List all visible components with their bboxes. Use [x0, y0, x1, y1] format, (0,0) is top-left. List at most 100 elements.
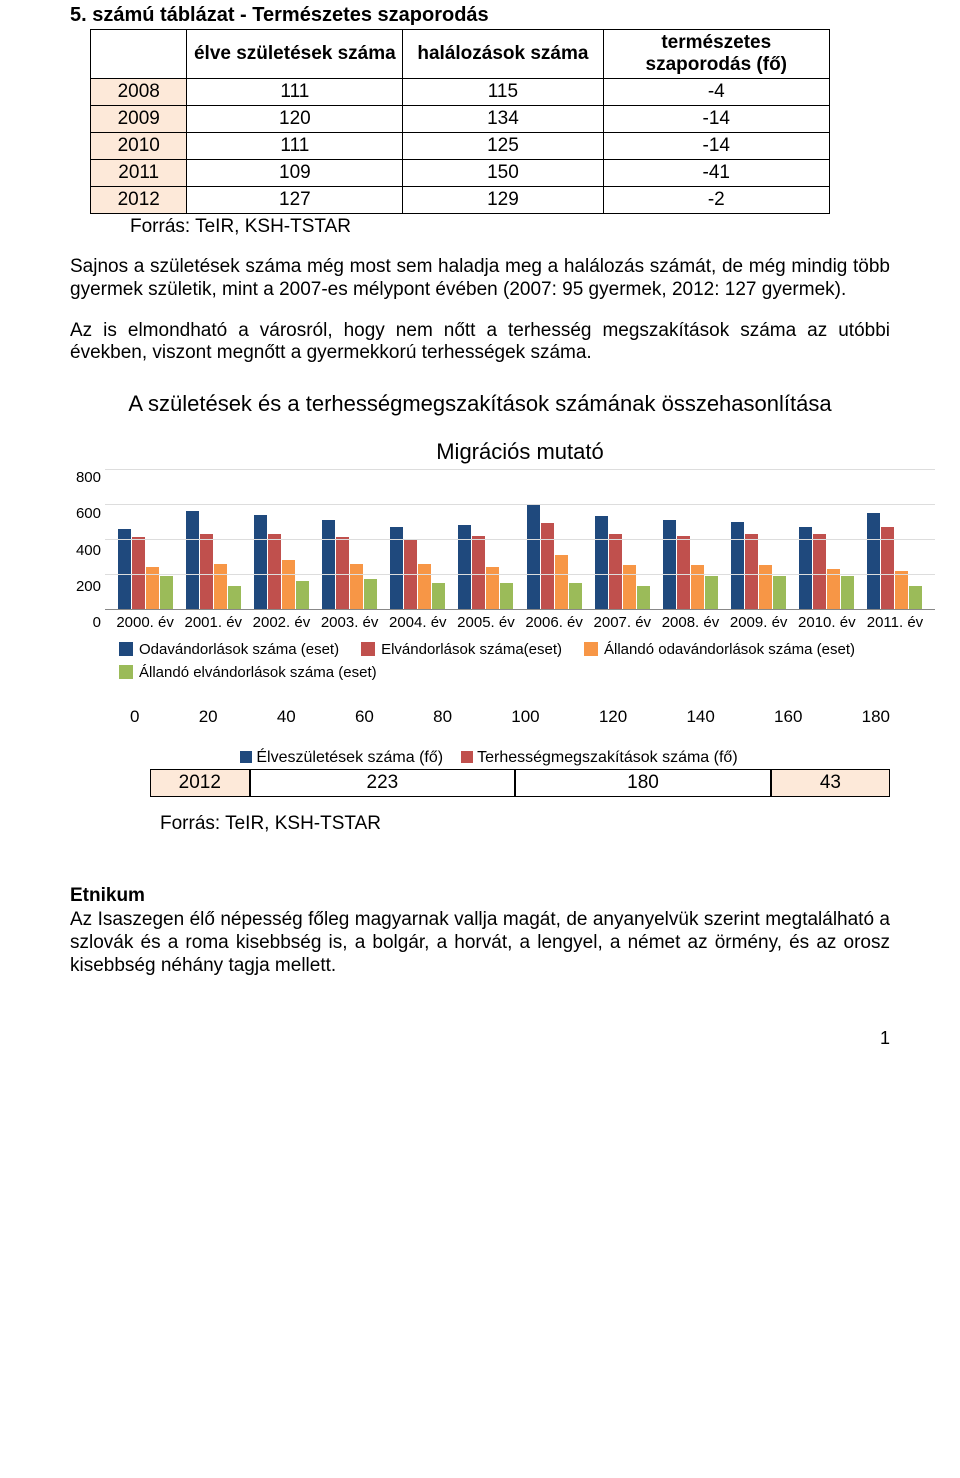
chart-xaxis: 2000. év2001. év2002. év2003. év2004. év… — [105, 610, 935, 631]
bar — [691, 565, 704, 609]
mini-legend-swatch — [240, 751, 252, 763]
legend-item: Odavándorlások száma (eset) — [119, 641, 339, 658]
table1-h3: természetes szaporodás (fő) — [603, 30, 829, 79]
table1-value-cell: 120 — [187, 106, 403, 133]
bar — [500, 583, 513, 609]
mini-legend: Élveszületések száma (fő) Terhességmegsza… — [70, 749, 890, 767]
bar-group — [111, 529, 179, 610]
bar-group — [656, 520, 724, 609]
gridline — [105, 504, 935, 505]
legend-swatch — [584, 642, 598, 656]
section-title: A születések és a terhességmegszakítások… — [70, 391, 890, 417]
bar — [909, 586, 922, 609]
bar-group — [725, 522, 793, 610]
bar — [364, 579, 377, 609]
stray-axis-tick: 80 — [433, 707, 452, 727]
bar — [705, 576, 718, 609]
table1-value-cell: 115 — [403, 79, 603, 106]
bar-group — [316, 520, 384, 609]
bar — [118, 529, 131, 610]
bar-group — [588, 516, 656, 609]
table1-value-cell: 127 — [187, 187, 403, 214]
partial-table-row: 201222318043 — [150, 769, 890, 797]
bar — [296, 581, 309, 609]
chart-title: Migrációs mutató — [105, 439, 935, 465]
table1-value-cell: -14 — [603, 106, 829, 133]
xtick-label: 2002. év — [247, 614, 315, 631]
bar — [867, 513, 880, 609]
table1-value-cell: 109 — [187, 160, 403, 187]
ytick-label: 800 — [65, 469, 101, 486]
bar — [322, 520, 335, 609]
stray-axis-tick: 40 — [277, 707, 296, 727]
gridline — [105, 574, 935, 575]
etnikum-body: Az Isaszegen élő népesség főleg magyarna… — [70, 909, 890, 977]
chart-yaxis: 8006004002000 — [65, 469, 101, 631]
bar — [813, 534, 826, 609]
bar — [268, 534, 281, 609]
ytick-label: 400 — [65, 542, 101, 559]
table1-value-cell: 111 — [187, 79, 403, 106]
bar-group — [179, 511, 247, 609]
mini-legend-label: Terhességmegszakítások száma (fő) — [477, 749, 738, 766]
table1-value-cell: 150 — [403, 160, 603, 187]
bar — [677, 536, 690, 610]
xtick-label: 2010. év — [793, 614, 861, 631]
stray-axis-row: 020406080100120140160180 — [130, 707, 890, 727]
xtick-label: 2009. év — [725, 614, 793, 631]
stray-axis-tick: 140 — [686, 707, 714, 727]
source2: Forrás: TeIR, KSH-TSTAR — [160, 813, 890, 835]
para1: Sajnos a születések száma még most sem h… — [70, 256, 890, 302]
table1-value-cell: 129 — [403, 187, 603, 214]
ytick-label: 600 — [65, 505, 101, 522]
bar — [569, 583, 582, 609]
bar — [282, 560, 295, 609]
partial-cell: 43 — [771, 769, 890, 797]
bar-group — [452, 525, 520, 609]
bar — [637, 586, 650, 609]
bar — [759, 565, 772, 609]
bar — [663, 520, 676, 609]
bar — [555, 555, 568, 609]
xtick-label: 2008. év — [656, 614, 724, 631]
table1-h0 — [91, 30, 187, 79]
table1-value-cell: 111 — [187, 133, 403, 160]
xtick-label: 2000. év — [111, 614, 179, 631]
partial-cell: 180 — [515, 769, 771, 797]
xtick-label: 2006. év — [520, 614, 588, 631]
migration-chart: Migrációs mutató 8006004002000 2000. év2… — [105, 439, 935, 681]
stray-axis-tick: 100 — [511, 707, 539, 727]
gridline — [105, 469, 935, 470]
table1: élve születések száma halálozások száma … — [90, 29, 830, 214]
bar — [254, 515, 267, 610]
bar — [472, 536, 485, 610]
bar — [160, 576, 173, 609]
stray-axis-tick: 0 — [130, 707, 139, 727]
stray-axis-tick: 60 — [355, 707, 374, 727]
legend-item: Elvándorlások száma(eset) — [361, 641, 562, 658]
xtick-label: 2005. év — [452, 614, 520, 631]
bar — [200, 534, 213, 609]
bar — [745, 534, 758, 609]
bar — [773, 576, 786, 609]
bar — [841, 576, 854, 609]
stray-axis-tick: 160 — [774, 707, 802, 727]
bar — [418, 564, 431, 610]
xtick-label: 2007. év — [588, 614, 656, 631]
legend-item: Állandó elvándorlások száma (eset) — [119, 664, 377, 681]
bar — [595, 516, 608, 609]
stray-axis-tick: 20 — [199, 707, 218, 727]
ytick-label: 0 — [65, 614, 101, 631]
chart-plot-area — [105, 469, 935, 610]
bar — [623, 565, 636, 609]
xtick-label: 2004. év — [384, 614, 452, 631]
table1-value-cell: -4 — [603, 79, 829, 106]
table1-h2: halálozások száma — [403, 30, 603, 79]
bar — [228, 586, 241, 609]
mini-legend-swatch — [461, 751, 473, 763]
bar-group — [520, 504, 588, 609]
legend-swatch — [119, 642, 133, 656]
mini-legend-label: Élveszületések száma (fő) — [256, 749, 443, 766]
table1-year-cell: 2011 — [91, 160, 187, 187]
table1-value-cell: 134 — [403, 106, 603, 133]
